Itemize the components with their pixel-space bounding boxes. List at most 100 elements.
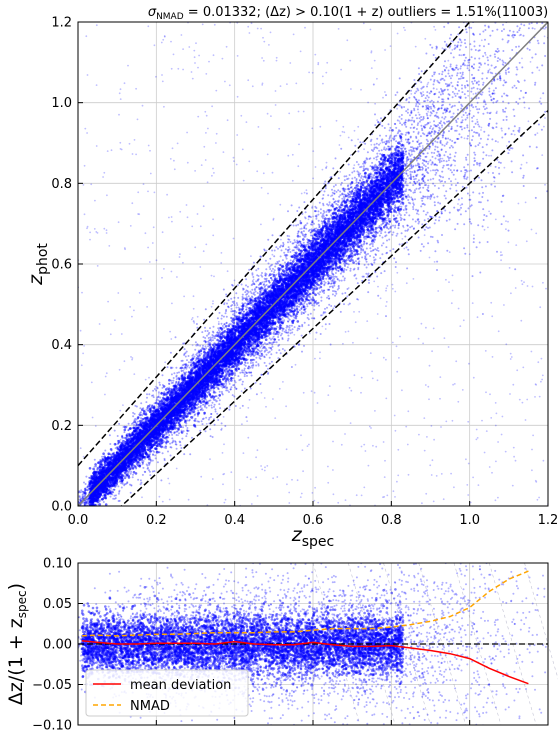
scatter-point bbox=[369, 352, 372, 354]
scatter-point bbox=[204, 308, 207, 311]
scatter-point bbox=[410, 93, 413, 95]
scatter-point bbox=[468, 129, 471, 132]
scatter-point bbox=[515, 244, 518, 247]
scatter-point bbox=[90, 381, 93, 384]
scatter-point bbox=[287, 251, 290, 253]
scatter-point bbox=[326, 61, 329, 64]
scatter-point bbox=[374, 238, 377, 241]
scatter-point bbox=[407, 131, 409, 134]
scatter-point bbox=[210, 274, 213, 277]
scatter-point bbox=[364, 256, 367, 259]
scatter-point bbox=[191, 436, 193, 439]
scatter-point bbox=[412, 199, 414, 202]
scatter-point bbox=[414, 45, 417, 48]
scatter-point bbox=[423, 160, 426, 162]
scatter-point bbox=[161, 374, 164, 377]
scatter-point bbox=[448, 251, 451, 254]
scatter-point bbox=[242, 179, 245, 182]
scatter-point bbox=[233, 304, 236, 307]
scatter-point bbox=[225, 322, 228, 325]
scatter-point bbox=[262, 343, 265, 346]
scatter-point bbox=[81, 509, 83, 511]
scatter-point bbox=[169, 330, 172, 333]
scatter-point bbox=[155, 75, 157, 78]
scatter-point bbox=[497, 496, 499, 499]
scatter-point bbox=[131, 357, 134, 359]
scatter-point bbox=[223, 473, 226, 475]
scatter-point bbox=[199, 225, 202, 228]
scatter-point bbox=[286, 83, 288, 85]
scatter-point bbox=[518, 129, 521, 131]
scatter-point bbox=[405, 282, 408, 285]
scatter-point bbox=[128, 142, 131, 145]
scatter-point bbox=[440, 160, 443, 163]
scatter-point bbox=[402, 226, 405, 229]
scatter-point bbox=[360, 243, 363, 246]
scatter-point bbox=[526, 398, 529, 401]
scatter-point bbox=[131, 476, 134, 479]
scatter-point bbox=[346, 288, 349, 290]
scatter-point bbox=[421, 502, 423, 505]
scatter-point bbox=[379, 257, 382, 260]
scatter-point bbox=[169, 158, 172, 160]
scatter-point bbox=[322, 290, 324, 292]
scatter-point bbox=[152, 226, 155, 229]
scatter-point bbox=[190, 71, 193, 73]
scatter-point bbox=[131, 358, 134, 361]
scatter-point bbox=[508, 149, 511, 151]
scatter-point bbox=[473, 160, 476, 163]
scatter-point bbox=[355, 494, 358, 497]
scatter-point bbox=[461, 116, 463, 118]
scatter-point bbox=[433, 438, 435, 441]
scatter-point bbox=[167, 450, 169, 453]
scatter-point bbox=[313, 222, 315, 225]
scatter-point bbox=[396, 232, 399, 235]
scatter-point bbox=[422, 210, 425, 213]
scatter-point bbox=[431, 46, 434, 49]
scatter-point bbox=[245, 121, 248, 123]
scatter-point bbox=[406, 174, 409, 177]
scatter-point bbox=[256, 495, 259, 497]
scatter-point bbox=[421, 168, 424, 171]
scatter-point bbox=[168, 216, 170, 219]
scatter-point bbox=[171, 302, 173, 305]
title-sigma-subscript: NMAD bbox=[156, 12, 184, 22]
scatter-point bbox=[163, 35, 166, 38]
scatter-point bbox=[322, 82, 324, 85]
scatter-point bbox=[379, 152, 382, 155]
scatter-point bbox=[534, 53, 537, 56]
scatter-point bbox=[487, 25, 490, 28]
scatter-point bbox=[244, 291, 247, 294]
scatter-point bbox=[317, 501, 320, 504]
scatter-point bbox=[285, 257, 288, 260]
scatter-point bbox=[152, 454, 155, 456]
scatter-point bbox=[543, 125, 545, 128]
scatter-point bbox=[509, 393, 511, 395]
scatter-point bbox=[170, 379, 173, 382]
scatter-point bbox=[460, 125, 463, 128]
scatter-point bbox=[272, 398, 274, 400]
scatter-point bbox=[492, 101, 495, 104]
scatter-point bbox=[539, 306, 542, 309]
scatter-point bbox=[448, 111, 451, 114]
scatter-point bbox=[163, 391, 166, 394]
scatter-point bbox=[349, 422, 352, 424]
scatter-point bbox=[321, 168, 324, 171]
scatter-point bbox=[376, 275, 379, 278]
scatter-point bbox=[332, 493, 335, 496]
scatter-point bbox=[285, 331, 288, 334]
scatter-point bbox=[472, 376, 475, 379]
scatter-point bbox=[396, 107, 398, 110]
scatter-point bbox=[335, 119, 338, 122]
scatter-point bbox=[224, 80, 226, 83]
scatter-point bbox=[268, 44, 270, 46]
scatter-point bbox=[488, 154, 490, 157]
scatter-point bbox=[420, 95, 423, 98]
scatter-point bbox=[325, 210, 328, 213]
scatter-point bbox=[163, 268, 165, 270]
scatter-point bbox=[205, 114, 208, 117]
scatter-point bbox=[383, 270, 386, 273]
scatter-point bbox=[256, 170, 259, 173]
scatter-point bbox=[288, 491, 291, 494]
scatter-point bbox=[368, 425, 371, 428]
